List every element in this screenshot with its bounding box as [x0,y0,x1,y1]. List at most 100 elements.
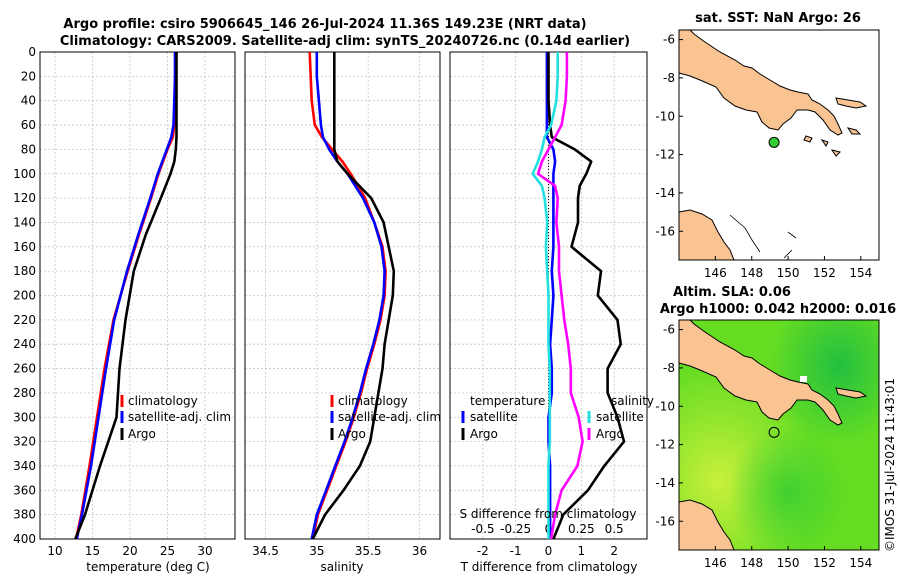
temperature-xlabel: temperature (deg C) [86,560,209,574]
depth-tick-label: 0 [28,45,36,59]
depth-tick-label: 300 [13,410,36,424]
lon-tick-label: 152 [813,556,836,570]
x-tick-label: 2 [610,544,618,558]
temperature-tick-labels: 10 15 20 25 30 [47,544,212,558]
legend-label-satellite: satellite-adj. clim [338,410,441,424]
legend-title-salinity: salinity [611,394,654,408]
temperature-legend: climatology satellite-adj. clim Argo [120,394,231,441]
lon-tick-label: 150 [777,556,800,570]
sla-map: 146 148 150 152 154 -6 -8 -10 -12 -14 -16 [655,319,880,570]
x-tick-label: 20 [122,544,137,558]
legend-label-s-argo: Argo [596,427,624,441]
depth-tick-label: 340 [13,459,36,473]
legend-label-argo: Argo [338,427,366,441]
sst-map-lon-ticks: 146 148 150 152 154 [704,256,872,280]
x-tick-label: 35 [309,544,324,558]
x-tick-label: 1 [578,544,586,558]
depth-tick-label: 260 [13,362,36,376]
lat-tick-label: -14 [655,186,675,200]
salinity-legend: climatology satellite-adj. clim Argo [330,394,441,441]
legend-label-climatology: climatology [338,394,408,408]
lon-tick-label: 146 [704,556,727,570]
x-tick-label: 35.5 [355,544,382,558]
lon-tick-label: 148 [740,266,763,280]
depth-tick-label: 400 [13,532,36,546]
legend-title-temperature: temperature [470,394,545,408]
lon-tick-label: 154 [849,556,872,570]
legend-label-t-satellite: satellite [470,410,518,424]
salinity-tick-labels: 34.5 35 35.5 36 [252,544,427,558]
new-britain-island [835,387,868,399]
temperature-panel: 0 20 40 60 80 100 120 140 160 180 200 220 240 260 280 3… [13,45,236,574]
lat-tick-label: -6 [663,33,675,47]
s-difference-label: S difference from climatology [460,507,637,521]
line-salinity-Argo [536,52,584,540]
argo-float-location [768,136,780,148]
line-Argo [74,52,178,540]
png-land [678,29,843,136]
lon-tick-label: 148 [740,556,763,570]
depth-tick-label: 120 [13,191,36,205]
depth-tick-label: 240 [13,337,36,351]
x-tick-label: -2 [477,544,489,558]
lat-tick-label: -8 [663,361,675,375]
imos-credit: ©IMOS 31-Jul-2024 11:43:01 [883,378,897,552]
depth-tick-label: 20 [21,69,36,83]
lat-tick-label: -16 [655,224,675,238]
depth-tick-label: 220 [13,313,36,327]
legend-label-t-argo: Argo [470,427,498,441]
x-tick-label: 0 [545,544,553,558]
depth-tick-label: 80 [21,142,36,156]
lat-tick-label: -8 [663,71,675,85]
x-tick-label: 25 [160,544,175,558]
x-tick-label: 10 [47,544,62,558]
s-tick-label: 0.25 [568,522,595,536]
salinity-grid [245,52,440,539]
salinity-panel: 34.5 35 35.5 36 salinity climatology satell… [244,51,441,574]
depth-tick-labels: 0 20 40 60 80 100 120 140 160 180 200 220 240 260 280 3… [13,45,36,546]
salinity-series [308,51,396,540]
line-satellite-adj-clim [310,52,386,540]
figure-title-line2: Climatology: CARS2009. Satellite-adj cli… [60,34,630,49]
sla-map-title-line2: Argo h1000: 0.042 h2000: 0.016 [660,302,896,317]
argo-float-location [768,426,780,438]
legend-label-climatology: climatology [128,394,198,408]
png-land [678,319,843,426]
temperature-series [74,52,178,540]
lon-tick-label: 154 [849,266,872,280]
depth-tick-label: 100 [13,167,36,181]
lat-tick-label: -16 [655,514,675,528]
sla-map-lon-ticks: 146 148 150 152 154 [704,546,872,570]
reef-lines [729,214,797,259]
s-tick-label: -0.5 [471,522,494,536]
new-britain-island [835,97,868,109]
s-tick-label: 0.5 [605,522,624,536]
depth-tick-label: 200 [13,289,36,303]
legend-label-satellite: satellite-adj. clim [128,410,231,424]
lat-tick-label: -6 [663,323,675,337]
t-difference-xlabel: T difference from climatology [460,560,638,574]
difference-series [531,52,626,540]
depth-tick-label: 360 [13,483,36,497]
depth-tick-label: 60 [21,118,36,132]
line-Argo [311,52,396,540]
line-temperature-Argo [547,52,626,540]
difference-legend: temperature satellite Argo salinity sate… [461,394,654,441]
x-tick-label: 15 [85,544,100,558]
line-salinity-satellite [531,52,560,539]
depth-tick-label: 280 [13,386,36,400]
x-tick-label: 36 [412,544,427,558]
legend-label-s-satellite: satellite [596,410,644,424]
depth-tick-label: 40 [21,94,36,108]
s-difference-tick-labels: -0.5-0.2500.250.5 [471,522,624,536]
depth-tick-label: 380 [13,508,36,522]
line-satellite-adj-clim [75,52,177,540]
islands [803,127,862,157]
lon-tick-label: 152 [813,266,836,280]
sla-map-title-line1: Altim. SLA: 0.06 [673,285,791,300]
lon-tick-label: 150 [777,266,800,280]
sst-map-lat-ticks: -6 -8 -10 -12 -14 -16 [655,33,683,238]
lon-tick-label: 146 [704,266,727,280]
x-tick-label: 30 [197,544,212,558]
